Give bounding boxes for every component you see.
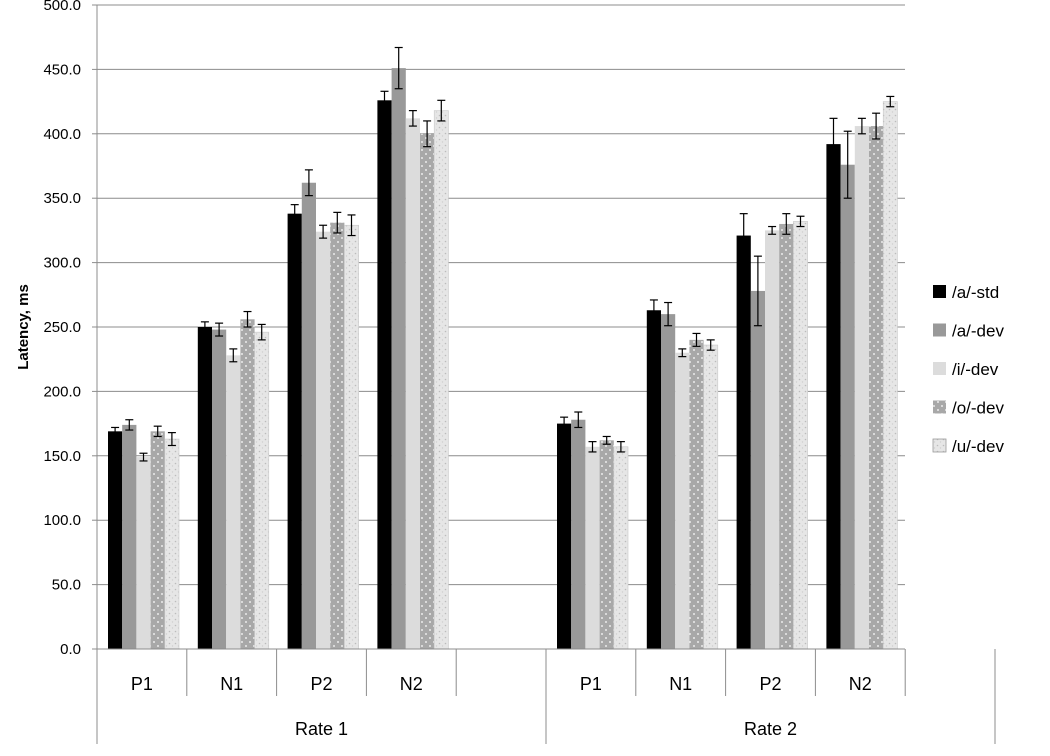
y-tick-label: 300.0 xyxy=(43,255,81,272)
bar xyxy=(301,182,316,649)
bar xyxy=(826,144,841,649)
legend-swatch xyxy=(933,285,946,298)
bars xyxy=(108,46,898,650)
x-category-label: N2 xyxy=(400,674,423,694)
bar xyxy=(164,438,180,650)
legend-label: /u/-dev xyxy=(952,437,1004,456)
x-group-label: Rate 2 xyxy=(744,719,797,739)
bar xyxy=(854,126,869,649)
bar xyxy=(391,68,406,649)
y-tick-label: 350.0 xyxy=(43,190,81,207)
bar xyxy=(599,440,614,649)
legend: /a/-std/a/-dev/i/-dev/o/-dev/u/-dev xyxy=(932,283,1004,456)
legend-label: /a/-dev xyxy=(952,322,1004,341)
y-tick-label: 50.0 xyxy=(52,577,81,594)
bar xyxy=(330,222,345,649)
bar xyxy=(882,101,898,650)
bar xyxy=(689,339,704,649)
x-category-label: P2 xyxy=(759,674,781,694)
bar xyxy=(108,431,123,649)
bar xyxy=(585,446,600,649)
bar xyxy=(197,327,212,649)
y-tick-label: 200.0 xyxy=(43,383,81,400)
bar xyxy=(675,352,690,649)
y-axis-title: Latency, ms xyxy=(15,284,32,370)
bar xyxy=(557,423,572,649)
y-tick-label: 150.0 xyxy=(43,448,81,465)
bar xyxy=(703,344,719,650)
x-category-label: N2 xyxy=(849,674,872,694)
x-group-label: Rate 1 xyxy=(295,719,348,739)
bar xyxy=(122,424,137,649)
bar xyxy=(212,329,227,649)
bar xyxy=(405,118,420,650)
bar xyxy=(254,331,270,650)
x-category-label: N1 xyxy=(669,674,692,694)
x-category-label: P1 xyxy=(580,674,602,694)
y-tick-label: 0.0 xyxy=(60,641,81,658)
legend-label: /o/-dev xyxy=(952,399,1004,418)
y-tick-label: 100.0 xyxy=(43,512,81,529)
axes: 0.0 50.0 100.0 150.0 200.0 250.0 300.0 350.0 400… xyxy=(43,0,996,744)
bar xyxy=(420,133,435,650)
bar xyxy=(136,457,151,649)
bar xyxy=(150,431,165,649)
x-category-label: P1 xyxy=(131,674,153,694)
legend-swatch xyxy=(933,400,946,414)
bar xyxy=(571,419,586,649)
bar xyxy=(287,213,302,649)
bar xyxy=(377,100,392,649)
bar xyxy=(765,230,780,649)
legend-swatch xyxy=(933,323,946,337)
bar xyxy=(613,446,629,650)
bar xyxy=(840,164,855,649)
y-tick-label: 450.0 xyxy=(43,61,81,78)
bar xyxy=(316,231,331,650)
bar xyxy=(869,126,884,649)
legend-label: /a/-std xyxy=(952,283,999,302)
bar xyxy=(793,221,808,650)
y-tick-label: 250.0 xyxy=(43,319,81,336)
bar xyxy=(433,110,449,650)
bar xyxy=(750,290,765,649)
bar xyxy=(661,314,676,649)
legend-label: /i/-dev xyxy=(952,360,999,379)
x-category-label: N1 xyxy=(220,674,243,694)
y-tick-label: 400.0 xyxy=(43,126,81,143)
bar xyxy=(226,355,241,649)
y-tick-label: 500.0 xyxy=(43,0,81,14)
legend-swatch xyxy=(932,438,947,453)
bar xyxy=(240,319,255,649)
bar xyxy=(779,223,794,649)
bar xyxy=(646,310,661,649)
legend-swatch xyxy=(933,362,946,375)
x-category-label: P2 xyxy=(310,674,332,694)
bar xyxy=(344,224,359,650)
bar xyxy=(736,235,751,649)
